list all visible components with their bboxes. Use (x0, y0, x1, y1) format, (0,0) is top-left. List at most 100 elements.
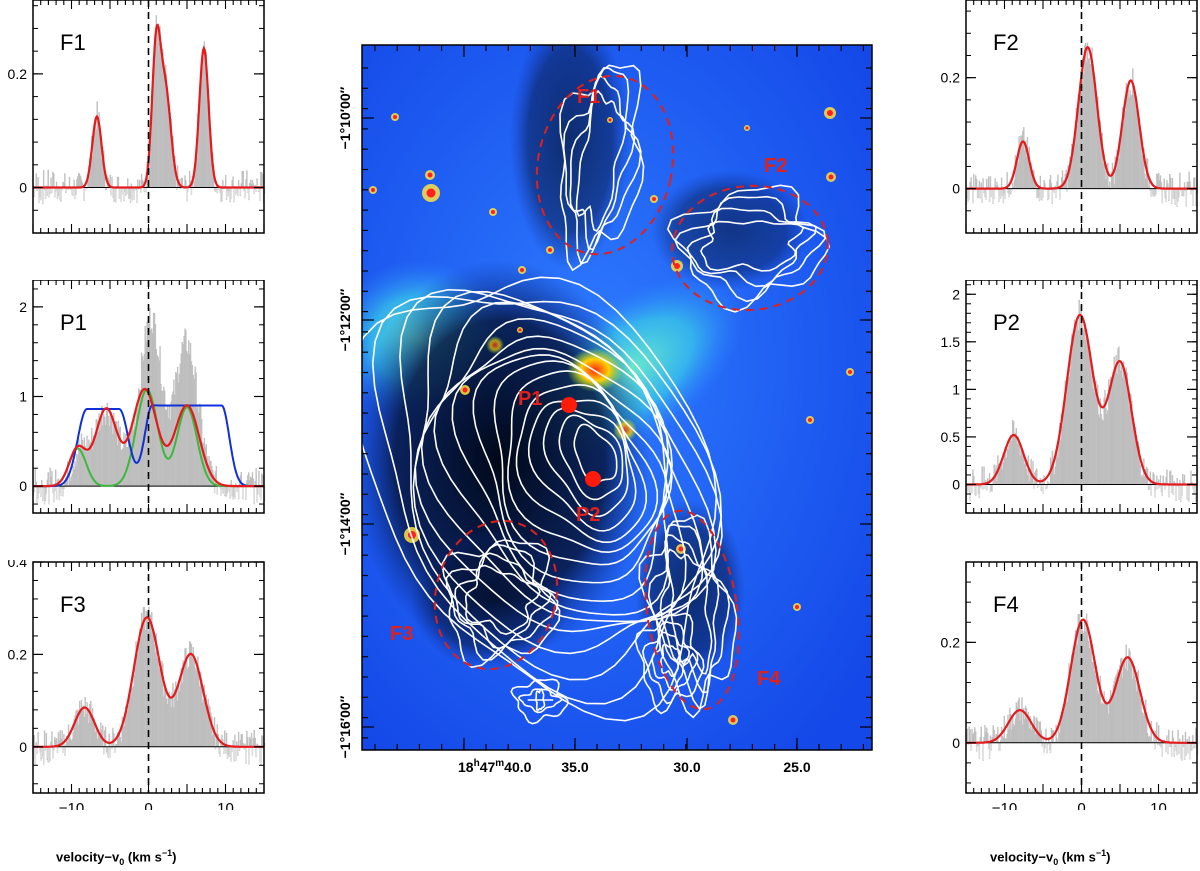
data-bin (1041, 742, 1043, 747)
data-bin (1150, 484, 1152, 496)
data-bin (1109, 181, 1111, 189)
data-bin (1187, 742, 1189, 754)
spectrum-panel-f3: 0 0.2 0.4 F3 −10 0 10 (8, 560, 266, 810)
data-bin (102, 725, 104, 747)
data-bin (115, 187, 117, 203)
intensity-contour (399, 288, 723, 681)
y-tick-label: 0.4 (8, 560, 28, 570)
ra-tick-label-2: 35.0 (561, 759, 588, 775)
data-bin (990, 742, 993, 751)
data-bin (103, 746, 105, 755)
data-bin (1192, 735, 1194, 743)
data-bin (234, 734, 236, 747)
intensity-contour (660, 643, 681, 678)
data-bin (51, 470, 53, 487)
y-tick-label: 2 (19, 299, 27, 315)
star-core (827, 110, 833, 116)
data-bin (237, 187, 239, 196)
star-core (518, 328, 522, 332)
data-bin (42, 187, 44, 205)
data-bin (982, 484, 984, 490)
intensity-contour (666, 184, 831, 313)
data-bin (255, 468, 257, 487)
data-bin (190, 187, 193, 195)
star-core (393, 115, 397, 119)
ra-tick-label-4: 25.0 (783, 759, 810, 775)
intensity-contour (445, 543, 559, 661)
x-tick-label: 10 (1150, 800, 1167, 810)
data-bin (248, 746, 250, 765)
data-bin (1033, 484, 1035, 489)
dec-tick-label-2: −1°12′00″ (337, 288, 353, 351)
data-bin (1170, 484, 1173, 493)
data-bin (1036, 468, 1038, 485)
data-bin (1170, 188, 1173, 205)
region-f2-ellipse (671, 184, 829, 312)
spectrum-panel-f4: 0 0.2 F4 −10 0 10 (941, 561, 1199, 810)
data-bin (145, 187, 147, 193)
intensity-contour (542, 407, 629, 518)
y-tick-label: 0 (19, 739, 27, 755)
y-tick-label: 0.2 (941, 70, 961, 86)
data-bin (250, 732, 253, 748)
region-label-f1: F1 (577, 86, 600, 108)
data-bin (260, 746, 262, 765)
data-bin (56, 746, 59, 753)
data-bin (1048, 188, 1050, 199)
data-bin (44, 187, 47, 200)
intensity-contour (441, 539, 561, 669)
star-core (426, 188, 436, 198)
data-bin (975, 484, 977, 496)
data-bin (989, 176, 992, 189)
intensity-contour (465, 564, 541, 636)
dec-tick-label-1: −1°10′00″ (337, 86, 353, 149)
data-bin (1165, 188, 1167, 202)
data-bin (981, 188, 983, 204)
data-bin (1166, 469, 1168, 485)
y-tick-label: 2 (952, 286, 960, 302)
data-bin (1182, 735, 1184, 743)
intensity-contour (451, 347, 673, 602)
data-bin (1167, 742, 1169, 755)
data-bin (972, 188, 974, 204)
data-bin (232, 176, 234, 188)
fit-curve (33, 616, 264, 748)
data-bin (1170, 177, 1172, 189)
data-bin (226, 485, 229, 493)
data-bin (1148, 484, 1151, 490)
data-bin (133, 187, 135, 200)
panel-label: F3 (60, 592, 86, 617)
data-bin (252, 478, 255, 487)
y-tick-label: 0 (19, 478, 27, 494)
data-bin (1176, 742, 1178, 756)
data-bin (1155, 484, 1157, 490)
data-bin (1161, 484, 1164, 497)
intensity-contour (493, 360, 668, 566)
star-core (652, 197, 656, 201)
data-bin (982, 178, 984, 189)
data-bin (1057, 174, 1059, 189)
y-tick-label: 0 (952, 735, 960, 751)
x-axis-label-left: velocity−v0 (km s−1) (56, 848, 177, 867)
data-bin (990, 188, 993, 197)
region-f1-ellipse (535, 74, 675, 256)
star-core (745, 126, 749, 130)
star-core (848, 370, 852, 374)
data-bin (51, 731, 53, 748)
data-bin (117, 176, 120, 188)
panel-label: P2 (993, 310, 1020, 335)
data-bin (34, 746, 36, 765)
intensity-contour (651, 631, 691, 691)
data-bin (256, 178, 258, 188)
data-bin (214, 187, 217, 192)
data-bin (242, 171, 244, 188)
y-tick-label: 0.2 (941, 634, 961, 650)
data-bin (1170, 470, 1172, 485)
data-bin (224, 746, 227, 754)
data-bin (1194, 484, 1197, 502)
intensity-contour (562, 67, 642, 265)
data-bin (1042, 188, 1044, 198)
data-bin (1107, 162, 1109, 189)
y-tick-label: 1.5 (941, 334, 961, 350)
data-bin (33, 187, 36, 198)
